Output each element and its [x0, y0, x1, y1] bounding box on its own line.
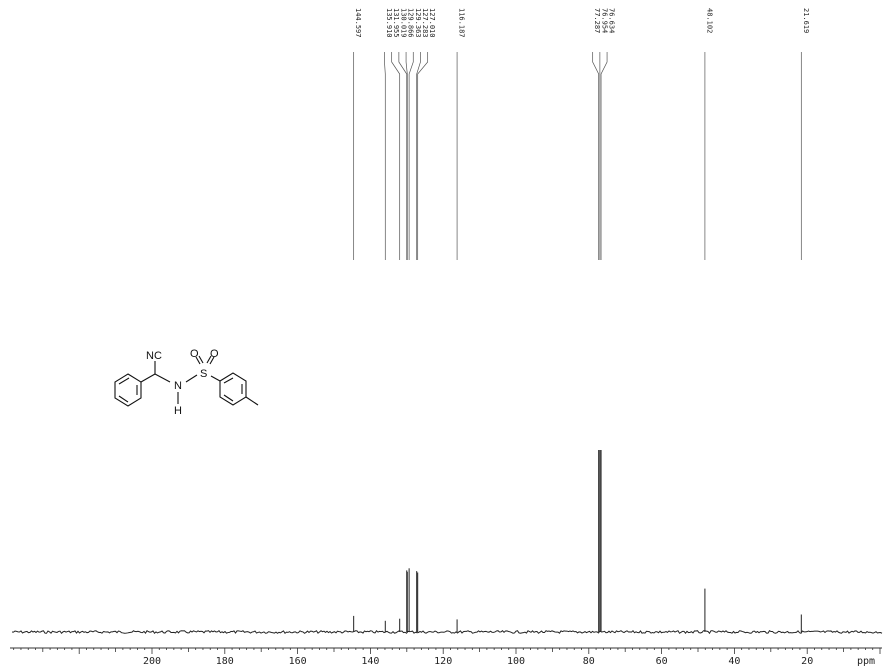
peak-leader-7	[416, 52, 421, 260]
peak-label-12: 76.634	[608, 8, 616, 33]
spectrum-trace-group	[11, 450, 883, 635]
molecule-structure: NC N H S O O	[114, 348, 259, 417]
peak-label-2: 135.910	[385, 8, 393, 38]
peak-label-10: 77.287	[593, 8, 601, 33]
peak-labels: 144.597 135.910 131.955 130.019 129.866 129.3…	[354, 8, 810, 38]
bond-s-o1-b	[198, 355, 204, 364]
bond-ring-ch	[140, 373, 156, 383]
oxygen-label-1: O	[190, 348, 199, 360]
tolyl-double-bond-3	[223, 394, 234, 402]
nitrogen-label: N	[174, 380, 182, 392]
peak-label-3: 131.955	[392, 8, 400, 38]
sulfur-label: S	[200, 368, 207, 380]
x-tick-label-120: 120	[434, 656, 452, 667]
x-axis-unit-label: ppm	[857, 656, 875, 667]
peak-leader-10	[592, 52, 600, 260]
x-tick-label-180: 180	[216, 656, 234, 667]
phenyl-double-bond-1	[118, 377, 130, 385]
peak-label-8: 127.010	[428, 8, 436, 38]
peak-label-13: 48.102	[705, 8, 713, 33]
x-tick-label-140: 140	[361, 656, 379, 667]
peak-label-14: 21.619	[802, 8, 810, 33]
phenyl-double-bond-3	[118, 395, 129, 403]
peak-label-7: 127.283	[421, 8, 429, 38]
peak-label-6: 129.363	[414, 8, 422, 38]
hydrogen-label: H	[174, 405, 182, 417]
bond-s-o2-a	[209, 356, 215, 365]
peak-label-4: 130.019	[399, 8, 407, 38]
peak-label-11: 76.954	[600, 8, 608, 33]
bond-s-tolyl	[210, 375, 221, 382]
oxygen-label-2: O	[210, 348, 219, 360]
peak-leader-5	[405, 52, 408, 260]
x-tick-label-160: 160	[289, 656, 307, 667]
x-axis	[10, 647, 882, 654]
peak-leader-3	[391, 52, 401, 260]
x-tick-label-200: 200	[143, 656, 161, 667]
peak-leader-12	[600, 52, 608, 260]
bond-s-o1-a	[195, 356, 201, 365]
peak-leader-4	[398, 52, 408, 260]
x-tick-label-60: 60	[656, 656, 668, 667]
tolyl-double-bond-1	[223, 377, 234, 384]
bond-ch-n	[154, 373, 171, 383]
peak-label-1: 144.597	[354, 8, 362, 38]
x-tick-label-80: 80	[583, 656, 595, 667]
x-tick-label-40: 40	[728, 656, 740, 667]
peak-leader-2	[384, 52, 386, 260]
bond-s-o2-b	[206, 355, 212, 364]
peak-leader-8	[417, 52, 429, 260]
peak-label-5: 129.866	[407, 8, 415, 38]
x-tick-label-100: 100	[507, 656, 525, 667]
baseline-noise	[11, 629, 883, 635]
bond-n-s	[185, 374, 198, 383]
bond-methyl	[245, 396, 259, 406]
peak-leader-6	[408, 52, 414, 260]
peak-label-9: 116.187	[458, 8, 466, 38]
x-tick-labels: 200 180 160 140 120 100 80 60 40 20 ppm	[143, 656, 875, 667]
peak-label-leaders	[353, 52, 802, 260]
x-tick-label-20: 20	[801, 656, 813, 667]
nitrile-label: NC	[146, 350, 162, 362]
